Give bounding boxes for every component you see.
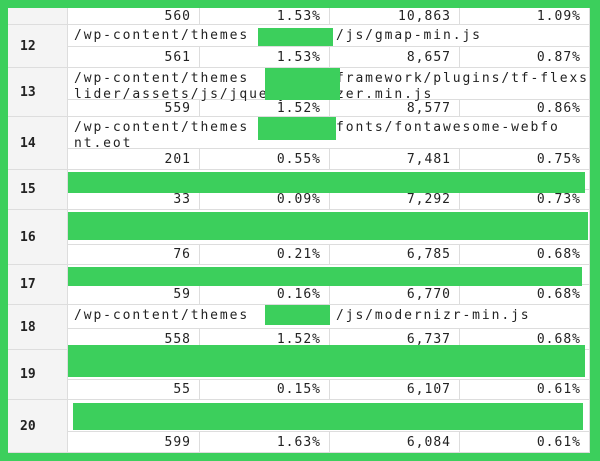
number-cell: 55 [68, 380, 200, 400]
number-cell: 560 [68, 8, 200, 25]
path-text: fonts/fontawesome-webfo [336, 120, 560, 135]
number-cell: 559 [68, 100, 200, 117]
path-cell [68, 305, 590, 329]
redaction [265, 68, 340, 100]
number-cell: 0.73% [460, 190, 590, 210]
rank-cell: 20 [8, 400, 68, 453]
path-cell [68, 400, 590, 432]
path-cell [68, 117, 590, 149]
number-cell: 599 [68, 432, 200, 453]
number-cell: 0.68% [460, 285, 590, 305]
path-cell [68, 210, 590, 245]
number-cell: 1.52% [200, 100, 330, 117]
rank-cell: 18 [8, 305, 68, 350]
rank-cell: 16 [8, 210, 68, 265]
path-text: zer.min.js [336, 87, 434, 102]
number-cell: 0.16% [200, 285, 330, 305]
number-cell: 0.15% [200, 380, 330, 400]
number-cell: 561 [68, 47, 200, 68]
path-text: /wp-content/themes [74, 120, 250, 135]
path-text: /js/modernizr-min.js [336, 308, 531, 323]
path-cell [68, 350, 590, 380]
number-cell: 1.53% [200, 47, 330, 68]
redaction [68, 345, 585, 377]
number-cell: 6,084 [330, 432, 460, 453]
rank-cell: 14 [8, 117, 68, 170]
number-cell: 201 [68, 149, 200, 170]
number-cell: 59 [68, 285, 200, 305]
path-text: /wp-content/themes [74, 71, 250, 86]
number-cell: 33 [68, 190, 200, 210]
number-cell: 0.87% [460, 47, 590, 68]
redaction [68, 267, 582, 286]
number-cell: 6,785 [330, 245, 460, 265]
rank-cell: 15 [8, 170, 68, 210]
path-text: nt.eot [74, 136, 133, 151]
redaction [68, 212, 588, 240]
number-cell: 1.09% [460, 8, 590, 25]
number-cell: 0.86% [460, 100, 590, 117]
number-cell: 10,863 [330, 8, 460, 25]
rank-cell: 19 [8, 350, 68, 400]
rank-cell: 13 [8, 68, 68, 117]
rank-cell: 12 [8, 25, 68, 68]
rank-cell [8, 8, 68, 25]
rank-cell: 17 [8, 265, 68, 305]
number-cell: 7,481 [330, 149, 460, 170]
path-text: lider/assets/js/jquery [74, 87, 288, 102]
number-cell: 0.75% [460, 149, 590, 170]
redaction [258, 28, 333, 46]
path-text: /wp-content/themes [74, 28, 250, 43]
number-cell: 0.55% [200, 149, 330, 170]
number-cell: 1.63% [200, 432, 330, 453]
number-cell: 7,292 [330, 190, 460, 210]
redaction [258, 117, 336, 140]
number-cell: 0.21% [200, 245, 330, 265]
redaction [73, 403, 583, 430]
number-cell: 6,107 [330, 380, 460, 400]
number-cell: 8,577 [330, 100, 460, 117]
number-cell: 0.61% [460, 432, 590, 453]
path-cell [68, 25, 590, 47]
number-cell: 0.09% [200, 190, 330, 210]
path-text: /wp-content/themes [74, 308, 250, 323]
number-cell: 76 [68, 245, 200, 265]
number-cell: 0.61% [460, 380, 590, 400]
number-cell: 0.68% [460, 245, 590, 265]
path-text: framework/plugins/tf-flexs [336, 71, 589, 86]
redaction [265, 305, 330, 325]
path-text: /js/gmap-min.js [336, 28, 482, 43]
redaction [68, 172, 585, 193]
table: 560 1.53% 10,863 1.09% 12/wp-content/themes /… [8, 8, 590, 453]
number-cell: 1.53% [200, 8, 330, 25]
number-cell: 6,770 [330, 285, 460, 305]
number-cell: 8,657 [330, 47, 460, 68]
